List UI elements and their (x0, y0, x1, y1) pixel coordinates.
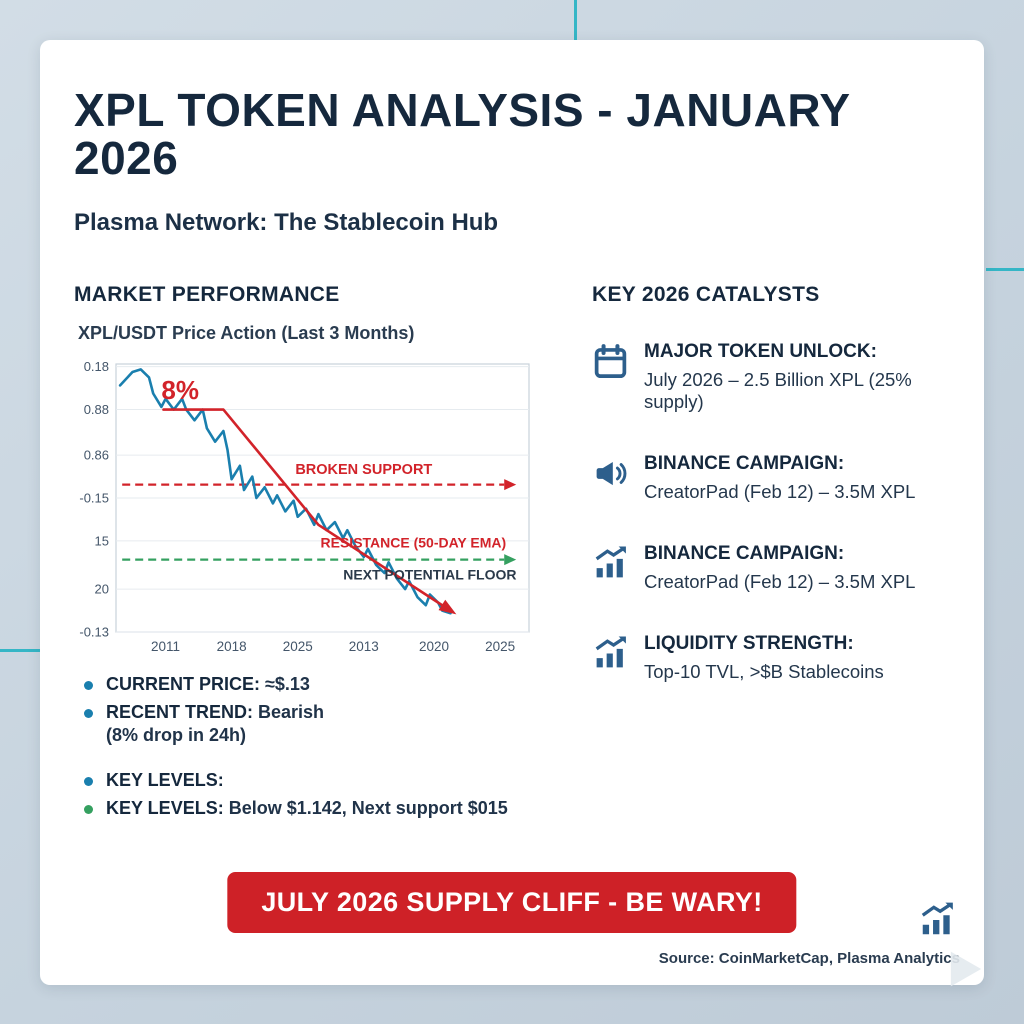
market-performance-column: MARKET PERFORMANCE XPL/USDT Price Action… (74, 283, 566, 826)
bullet-label: RECENT TREND: (106, 701, 253, 722)
svg-text:2013: 2013 (349, 639, 379, 654)
megaphone-icon (592, 453, 644, 503)
bar-chart-up-icon (921, 902, 953, 935)
catalysts-column: KEY 2026 CATALYSTS MAJOR TOKEN UNLOCK: J… (566, 283, 950, 826)
bullet-key-levels-detail: KEY LEVELS: Below $1.142, Next support $… (84, 798, 566, 819)
content-columns: MARKET PERFORMANCE XPL/USDT Price Action… (74, 283, 950, 826)
chart-caption: XPL/USDT Price Action (Last 3 Months) (78, 322, 415, 343)
bullet-label: CURRENT PRICE: (106, 673, 261, 694)
catalyst-title: BINANCE CAMPAIGN: (644, 542, 845, 564)
bullet-label: KEY LEVELS: (106, 769, 224, 790)
svg-text:20: 20 (95, 581, 109, 596)
bullet-subtext: (8% drop in 24h) (106, 724, 247, 745)
bullet-value: ≈$.13 (260, 673, 310, 694)
catalyst-body: Top-10 TVL, >$B Stablecoins (644, 660, 884, 682)
svg-text:2018: 2018 (217, 639, 247, 654)
accent-line-top (574, 0, 577, 40)
catalyst-body: July 2026 – 2.5 Billion XPL (25% supply) (644, 368, 912, 412)
bullet-value: Below $1.142, Next support $015 (223, 797, 508, 818)
catalyst-binance-campaign-2: BINANCE CAMPAIGN: CreatorPad (Feb 12) – … (592, 543, 950, 593)
svg-text:0.88: 0.88 (84, 402, 109, 417)
bullet-dot-icon (84, 680, 93, 690)
accent-line-right (986, 268, 1024, 271)
svg-text:2025: 2025 (283, 639, 313, 654)
bullet-dot-icon (84, 776, 93, 786)
bullet-value: Bearish (253, 701, 325, 722)
bullet-label: KEY LEVELS: (106, 797, 224, 818)
bullet-current-price: CURRENT PRICE: ≈$.13 (84, 674, 566, 695)
infographic-card: XPL TOKEN ANALYSIS - JANUARY 2026 Plasma… (40, 40, 984, 987)
corner-arrow-decoration-icon (950, 951, 982, 987)
section-heading-catalysts: KEY 2026 CATALYSTS (592, 282, 820, 306)
svg-text:RESISTANCE (50-DAY EMA): RESISTANCE (50-DAY EMA) (321, 534, 507, 550)
market-stats-list: CURRENT PRICE: ≈$.13 RECENT TREND: Beari… (74, 674, 566, 819)
accent-line-left (0, 649, 40, 652)
bar-chart-up-icon (592, 633, 644, 683)
svg-text:-0.15: -0.15 (79, 490, 109, 505)
catalyst-token-unlock: MAJOR TOKEN UNLOCK: July 2026 – 2.5 Bill… (592, 341, 950, 413)
section-heading-market-performance: MARKET PERFORMANCE (74, 282, 340, 306)
bullet-dot-icon (84, 708, 93, 718)
svg-text:2025: 2025 (485, 639, 515, 654)
svg-text:0.18: 0.18 (84, 359, 109, 374)
catalyst-body: CreatorPad (Feb 12) – 3.5M XPL (644, 570, 916, 592)
catalyst-body: CreatorPad (Feb 12) – 3.5M XPL (644, 480, 916, 502)
bar-chart-up-icon (592, 543, 644, 593)
svg-text:2011: 2011 (151, 639, 180, 654)
svg-text:NEXT POTENTIAL FLOOR: NEXT POTENTIAL FLOOR (343, 566, 516, 582)
calendar-icon (592, 341, 644, 413)
catalyst-title: BINANCE CAMPAIGN: (644, 452, 845, 474)
price-chart: 0.18 0.88 0.86 -0.15 15 20 -0.13 2011 2018 2025 20… (79, 359, 530, 654)
svg-text:0.86: 0.86 (84, 447, 109, 462)
catalyst-binance-campaign-1: BINANCE CAMPAIGN: CreatorPad (Feb 12) – … (592, 453, 950, 503)
svg-text:15: 15 (95, 533, 109, 548)
bullet-key-levels: KEY LEVELS: (84, 770, 566, 791)
catalyst-title: MAJOR TOKEN UNLOCK: (644, 340, 877, 362)
page-subtitle: Plasma Network: The Stablecoin Hub (74, 208, 499, 236)
catalyst-liquidity-strength: LIQUIDITY STRENGTH: Top-10 TVL, >$B Stab… (592, 633, 950, 683)
svg-text:-0.13: -0.13 (79, 624, 109, 639)
source-attribution: Source: CoinMarketCap, Plasma Analytics (658, 950, 960, 967)
bullet-dot-icon (84, 804, 93, 814)
warning-banner[interactable]: JULY 2026 SUPPLY CLIFF - BE WARY! (227, 872, 797, 933)
svg-text:8%: 8% (161, 374, 199, 404)
svg-text:BROKEN SUPPORT: BROKEN SUPPORT (295, 461, 432, 477)
svg-text:2020: 2020 (419, 639, 449, 654)
bullet-recent-trend: RECENT TREND: Bearish (8% drop in 24h) (84, 702, 566, 746)
catalyst-title: LIQUIDITY STRENGTH: (644, 632, 854, 654)
page-title: XPL TOKEN ANALYSIS - JANUARY 2026 (74, 84, 850, 185)
